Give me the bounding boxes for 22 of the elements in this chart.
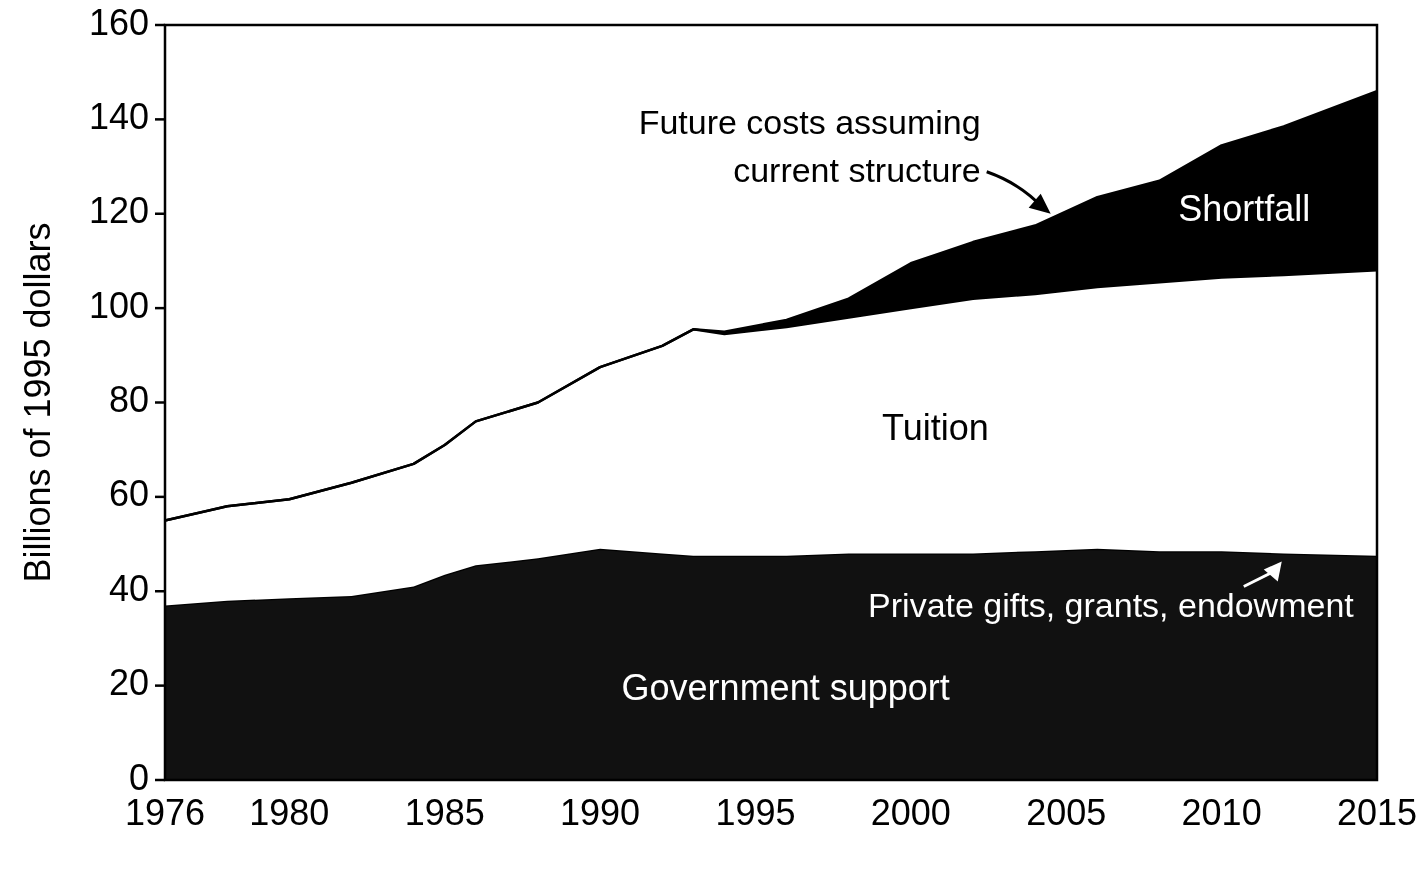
x-tick-label: 1995 bbox=[715, 792, 796, 833]
x-tick-label: 2000 bbox=[870, 792, 951, 833]
y-tick-label: 80 bbox=[108, 379, 149, 421]
y-tick-label: 20 bbox=[108, 662, 149, 704]
x-tick-label: 1980 bbox=[249, 792, 330, 833]
y-tick-label: 40 bbox=[108, 567, 149, 609]
y-tick-label: 100 bbox=[88, 284, 149, 326]
x-tick-label: 2015 bbox=[1336, 792, 1418, 833]
x-tick-label: 2005 bbox=[1026, 792, 1107, 833]
series-label: Government support bbox=[621, 666, 950, 708]
y-axis-title: Billions of 1995 dollars bbox=[16, 222, 58, 583]
series-label: Tuition bbox=[882, 407, 989, 449]
x-tick-label: 1985 bbox=[404, 792, 485, 833]
y-tick-label: 160 bbox=[88, 1, 149, 43]
x-tick-label: 1990 bbox=[560, 792, 641, 833]
y-tick-label: 140 bbox=[88, 95, 149, 137]
series-label: Shortfall bbox=[1178, 187, 1311, 229]
x-tick-label: 2010 bbox=[1181, 792, 1262, 833]
y-tick-label: 120 bbox=[88, 190, 149, 232]
y-tick-label: 60 bbox=[108, 473, 149, 515]
annotation: Private gifts, grants, endowment bbox=[868, 586, 1355, 625]
annotation: Future costs assuming current structure bbox=[638, 102, 981, 189]
